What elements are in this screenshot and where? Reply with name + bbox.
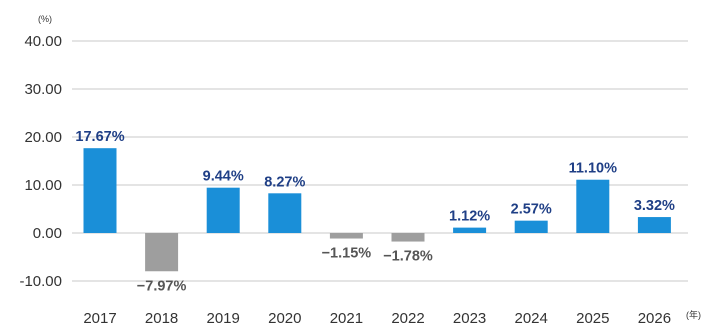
x-tick-label: 2020 — [268, 310, 301, 327]
x-tick-label: 2021 — [330, 310, 363, 327]
x-axis-unit: (年) — [686, 309, 701, 320]
bar-2019 — [206, 187, 240, 233]
y-tick-label: 40.00 — [24, 33, 62, 50]
x-tick-label: 2023 — [453, 310, 486, 327]
bar-2024 — [514, 220, 548, 233]
bar-2018 — [145, 233, 179, 272]
y-tick-label: 20.00 — [24, 129, 62, 146]
bar-2025 — [576, 179, 610, 233]
bar-2026 — [637, 217, 671, 233]
value-label: 1.12% — [449, 209, 490, 225]
value-label: 8.27% — [264, 174, 305, 190]
value-label: −1.78% — [383, 249, 433, 265]
y-tick-label: 0.00 — [33, 225, 62, 242]
bar-2021 — [329, 233, 363, 239]
value-label: 9.44% — [203, 169, 244, 185]
y-axis-unit: (%) — [38, 14, 52, 24]
value-label: −7.97% — [137, 278, 187, 294]
x-tick-label: 2022 — [391, 310, 424, 327]
y-tick-label: -10.00 — [19, 273, 62, 290]
value-label: 2.57% — [511, 202, 552, 218]
bar-2022 — [391, 233, 425, 242]
value-label: 11.10% — [569, 161, 617, 177]
bar-2017 — [83, 148, 117, 233]
x-axis-ticks: 2017 2018 2019 2020 2021 2022 2023 2024 2025 2026 — [83, 310, 671, 327]
bar-2020 — [268, 193, 302, 233]
y-axis-ticks: 40.00 30.00 20.00 10.00 0.00 -10.00 — [19, 33, 62, 290]
value-label: −1.15% — [322, 246, 372, 262]
x-tick-label: 2017 — [83, 310, 116, 327]
x-tick-label: 2019 — [207, 310, 240, 327]
y-tick-label: 30.00 — [24, 81, 62, 98]
x-tick-label: 2025 — [576, 310, 609, 327]
x-tick-label: 2026 — [638, 310, 671, 327]
value-labels: 17.67% −7.97% 9.44% 8.27% −1.15% −1.78% 1.12% 2… — [75, 129, 675, 294]
value-label: 3.32% — [634, 198, 675, 214]
x-tick-label: 2024 — [515, 310, 548, 327]
x-tick-label: 2018 — [145, 310, 178, 327]
bars — [83, 148, 671, 272]
y-tick-label: 10.00 — [24, 177, 62, 194]
value-label: 17.67% — [75, 129, 124, 145]
bar-2023 — [453, 227, 487, 233]
